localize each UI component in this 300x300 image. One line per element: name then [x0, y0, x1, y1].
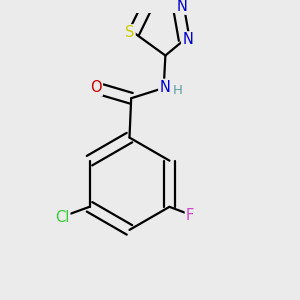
Text: O: O: [90, 80, 102, 95]
Text: N: N: [159, 80, 170, 95]
Text: N: N: [177, 0, 188, 14]
Text: N: N: [182, 32, 193, 47]
Text: S: S: [125, 25, 135, 40]
Text: Cl: Cl: [55, 210, 69, 225]
Text: F: F: [186, 208, 194, 223]
Text: H: H: [172, 84, 182, 97]
